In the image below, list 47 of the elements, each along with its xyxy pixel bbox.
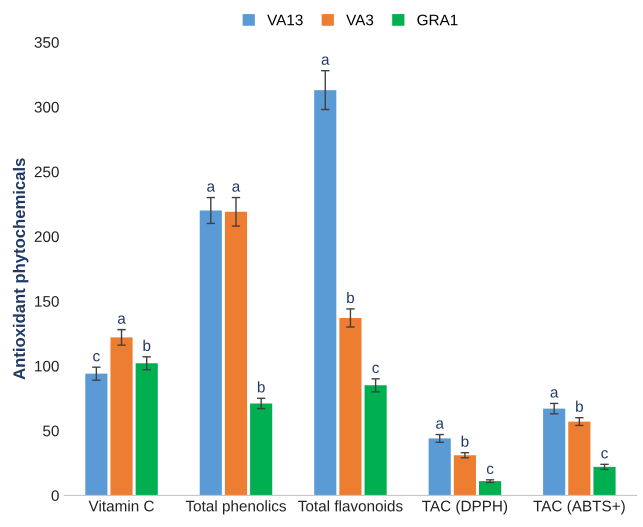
- data-label: c: [372, 364, 380, 374]
- bar: [85, 374, 108, 496]
- legend-label: VA13: [267, 14, 303, 26]
- x-tick-label: Vitamin C: [88, 500, 154, 512]
- y-axis-title: Antioxidant phytochemicals: [12, 158, 28, 380]
- bar: [200, 210, 222, 496]
- bar: [314, 90, 336, 496]
- bar: [224, 212, 248, 496]
- bar: [364, 385, 387, 496]
- y-tick-label: 350: [34, 37, 59, 48]
- bar: [568, 422, 590, 496]
- data-label: c: [601, 450, 608, 459]
- data-label: a: [232, 183, 240, 192]
- y-tick-label: 250: [34, 166, 59, 178]
- data-label: b: [258, 381, 265, 392]
- x-tick-label: Total flavonoids: [298, 500, 403, 512]
- bar: [478, 481, 502, 496]
- bar: [454, 455, 476, 496]
- bar: [428, 438, 451, 496]
- bar: [593, 466, 616, 496]
- data-label: a: [207, 183, 216, 192]
- legend-label: VA3: [346, 14, 374, 26]
- y-tick-label: 100: [35, 360, 59, 372]
- data-label: b: [576, 400, 583, 412]
- y-tick-label: 0: [52, 490, 59, 502]
- y-tick-label: 150: [35, 296, 59, 307]
- data-label: c: [93, 353, 100, 362]
- data-label: c: [486, 466, 494, 474]
- bar: [543, 408, 566, 496]
- x-tick-label: TAC (DPPH): [422, 500, 508, 514]
- data-label: a: [118, 315, 126, 324]
- data-label: b: [143, 340, 150, 352]
- y-tick-label: 200: [34, 231, 59, 242]
- bar: [110, 337, 133, 496]
- y-tick-label: 50: [43, 426, 59, 436]
- data-label: b: [462, 436, 468, 447]
- data-label: a: [550, 389, 558, 398]
- bar: [136, 363, 158, 496]
- y-tick-label: 300: [34, 102, 59, 113]
- bar: [339, 318, 362, 496]
- x-tick-label: TAC (ABTS+): [533, 500, 625, 514]
- data-label: b: [347, 292, 354, 304]
- data-label: a: [322, 56, 330, 65]
- data-label: a: [436, 420, 444, 429]
- bar: [250, 403, 272, 496]
- legend-label: GRA1: [417, 14, 458, 26]
- x-tick-label: Total phenolics: [186, 500, 286, 514]
